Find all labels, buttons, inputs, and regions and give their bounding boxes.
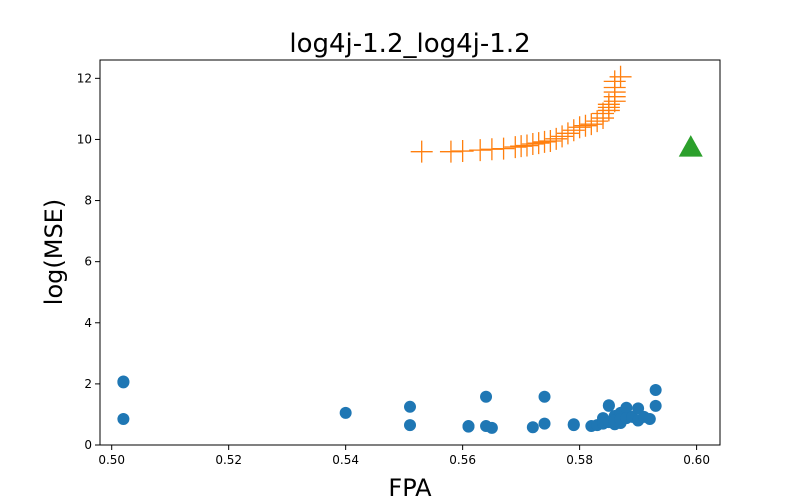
scatter-point-plus [580,113,603,136]
scatter-point-plus [451,140,474,163]
scatter-point-circle [632,402,645,415]
y-tick-label: 0 [84,438,92,452]
scatter-point-plus [603,70,626,93]
scatter-point-plus [521,133,544,156]
x-axis: 0.50 0.52 0.54 0.56 0.58 0.60 [98,445,710,467]
scatter-point-plus [562,119,585,142]
plot-marks [117,65,703,434]
scatter-point-plus [568,116,591,139]
scatter-point-plus [545,127,568,150]
scatter-point-triangle [678,135,703,157]
scatter-point-circle [602,399,615,412]
chart-title: log4j-1.2_log4j-1.2 [289,29,530,59]
scatter-point-circle [526,421,539,434]
y-tick-label: 8 [84,194,92,208]
scatter-point-circle [117,413,130,426]
scatter-point-plus [609,65,632,88]
scatter-point-circle [649,384,662,396]
scatter-point-plus [533,130,556,153]
scatter-point-circle [649,399,662,412]
scatter-point-plus [469,139,492,162]
y-tick-label: 10 [77,132,92,146]
scatter-point-circle [404,400,416,413]
scatter-point-circle [339,406,352,419]
scatter-point-plus [410,140,433,163]
y-tick-label: 2 [84,377,92,391]
scatter-point-circle [462,420,475,433]
scatter-point-plus [515,134,538,157]
plot-frame [99,59,721,446]
scatter-point-circle [643,413,656,426]
scatter-point-plus [551,125,574,148]
y-axis-label: log(MSE) [40,199,68,305]
scatter-point-circle [117,376,130,389]
scatter-point-plus [492,137,515,160]
scatter-point-plus [574,114,597,137]
y-tick-label: 12 [77,71,92,85]
scatter-point-plus [592,102,615,125]
x-tick-label: 0.52 [215,453,242,467]
scatter-point-circle [404,419,416,432]
scatter-point-plus [539,129,562,152]
x-tick-label: 0.56 [449,453,476,467]
y-axis: 0 2 4 6 8 10 12 [77,71,100,452]
x-tick-label: 0.60 [683,453,710,467]
x-tick-label: 0.58 [566,453,593,467]
y-tick-label: 6 [84,255,92,269]
y-tick-label: 4 [84,316,92,330]
scatter-point-plus [504,136,527,159]
scatter-point-circle [620,401,633,414]
x-tick-label: 0.54 [332,453,359,467]
scatter-point-circle [538,417,551,430]
scatter-point-plus [527,132,550,155]
x-tick-label: 0.50 [98,453,125,467]
scatter-point-circle [567,418,580,431]
scatter-point-plus [556,122,579,145]
scatter-point-circle [538,390,551,403]
scatter-point-circle [480,390,493,403]
scatter-point-circle [485,421,498,434]
x-axis-label: FPA [388,474,432,500]
